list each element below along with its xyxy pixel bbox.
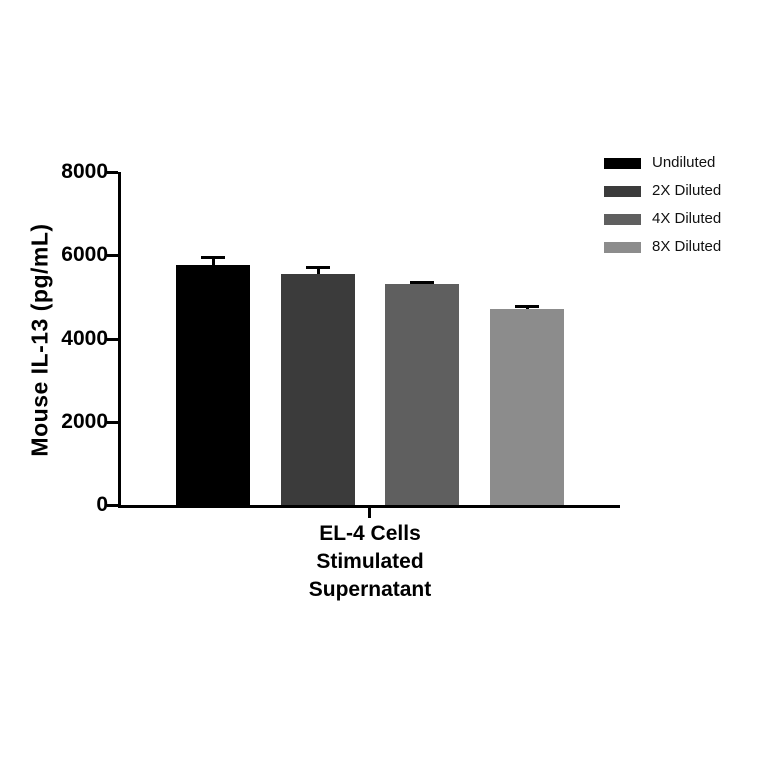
legend-swatch-1 — [604, 185, 641, 197]
x-axis-label-line1: EL-4 Cells — [319, 522, 421, 545]
y-tick-mark — [107, 420, 118, 424]
bar-undiluted — [176, 264, 250, 505]
chart-legend: Undiluted 2X Diluted 4X Diluted 8X Dilut… — [604, 155, 721, 267]
bar-2x-diluted — [281, 273, 355, 505]
legend-entry-4x: 4X Diluted — [604, 211, 721, 227]
error-bar-cap — [306, 266, 330, 270]
y-tick-label: 2000 — [61, 409, 108, 433]
error-bar-line — [316, 267, 320, 274]
legend-label-1: 2X Diluted — [652, 182, 722, 199]
y-tick-label: 6000 — [61, 243, 108, 267]
error-bar-cap — [515, 305, 539, 309]
legend-label-3: 8X Diluted — [652, 238, 722, 255]
bar-4x-diluted — [385, 284, 459, 505]
x-axis-line — [118, 505, 620, 508]
y-tick-mark — [107, 337, 118, 341]
legend-entry-2x: 2X Diluted — [604, 183, 721, 199]
legend-label-2: 4X Diluted — [652, 210, 722, 227]
legend-entry-8x: 8X Diluted — [604, 239, 721, 255]
legend-label-0: Undiluted — [652, 154, 716, 171]
x-axis-label-line3: Supernatant — [308, 578, 432, 601]
y-tick-mark — [107, 171, 118, 174]
error-bar-cap — [201, 255, 225, 259]
x-axis-label: EL-4 Cells Stimulated Supernatant — [245, 520, 495, 604]
y-axis-line — [118, 172, 121, 508]
y-tick-mark — [107, 254, 118, 258]
legend-swatch-0 — [604, 157, 641, 169]
legend-swatch-2 — [604, 213, 641, 225]
y-tick-label: 8000 — [61, 160, 108, 183]
x-tick-mark — [368, 508, 371, 518]
error-bar-line — [211, 256, 215, 265]
legend-entry-undiluted: Undiluted — [604, 155, 721, 171]
y-tick-mark — [107, 504, 118, 507]
error-bar-cap — [410, 280, 434, 284]
y-tick-label: 0 — [96, 493, 108, 516]
legend-swatch-3 — [604, 241, 641, 253]
x-axis-label-line2: Stimulated — [316, 550, 424, 573]
y-tick-label: 4000 — [61, 326, 108, 350]
bar-8x-diluted — [490, 308, 564, 505]
